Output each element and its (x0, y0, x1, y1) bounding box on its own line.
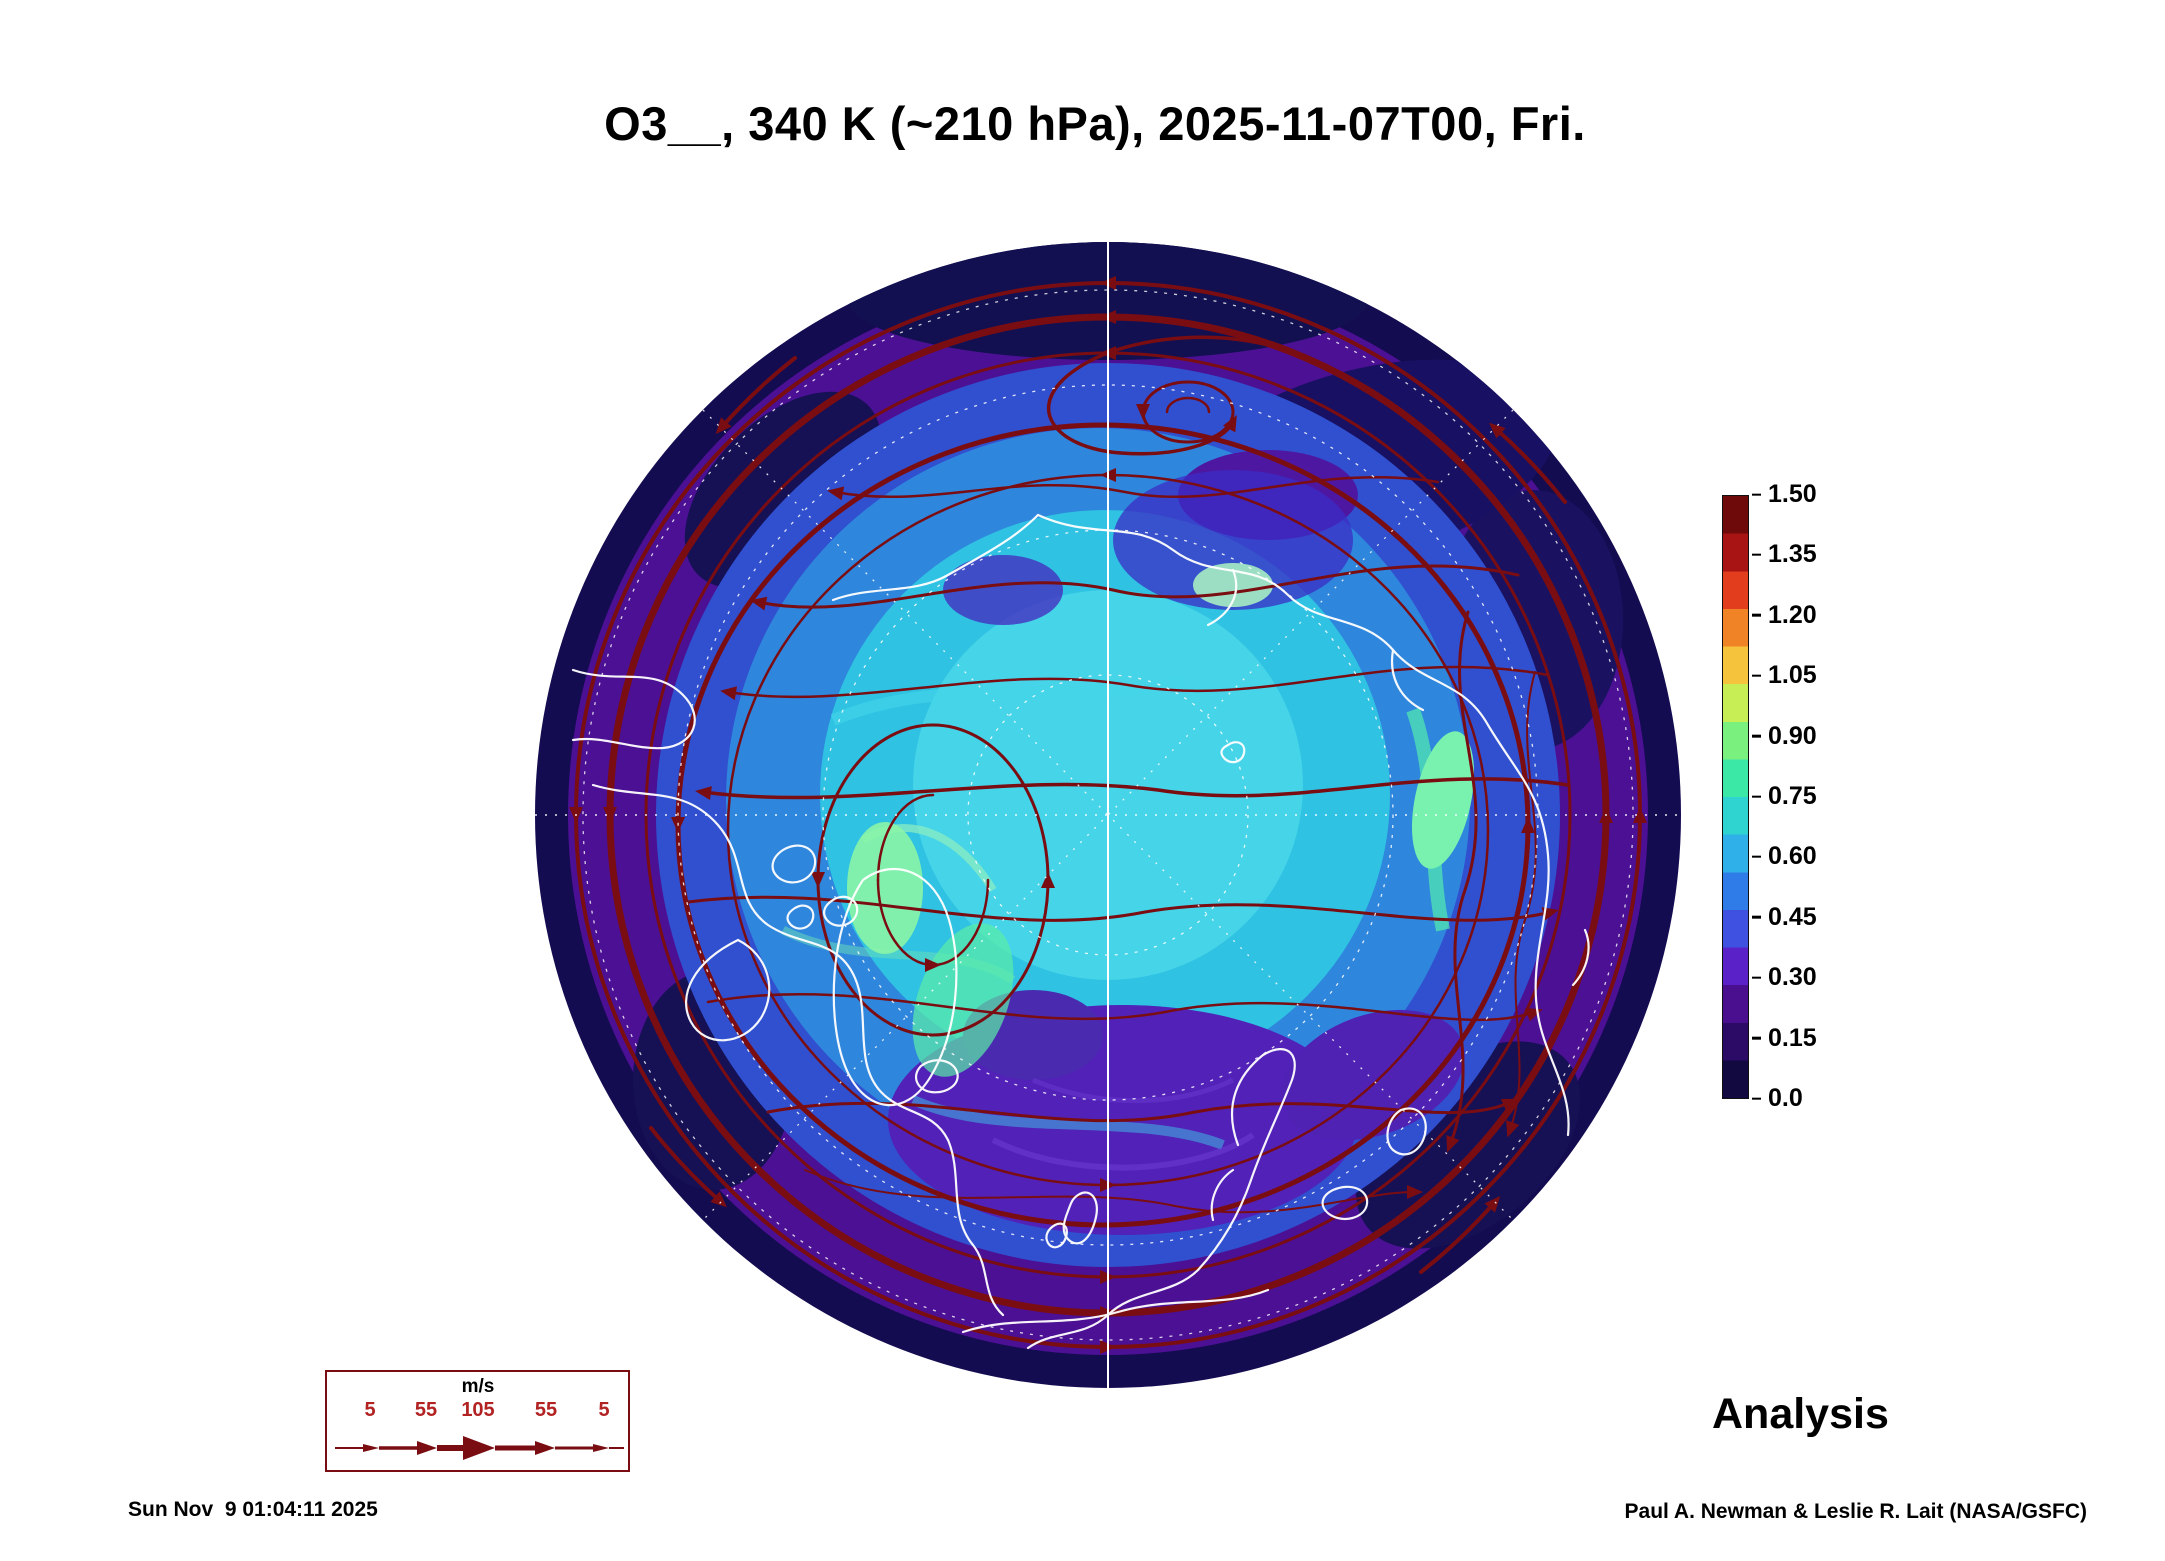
credit: Paul A. Newman & Leslie R. Lait (NASA/GS… (1624, 1500, 2087, 1523)
colorbar-label: 0.15 (1768, 1023, 1817, 1052)
timestamp: Sun Nov 9 01:04:11 2025 (128, 1498, 378, 1521)
colorbar-label: 1.50 (1768, 479, 1817, 508)
coastlines-layer (571, 513, 1590, 1350)
wind-legend-value: 55 (414, 1399, 438, 1421)
colorbar-label: 0.90 (1768, 721, 1817, 750)
wind-legend-value: 5 (364, 1399, 376, 1421)
colorbar-label: 1.35 (1768, 540, 1817, 569)
colorbar-label: 1.05 (1768, 661, 1817, 690)
colorbar-label: 0.75 (1768, 781, 1817, 810)
colorbar-label: 0.45 (1768, 902, 1817, 931)
colorbar: 1.50 1.35 1.20 1.05 0.90 0.75 0.60 0.45 … (1722, 480, 1892, 1112)
plot-title: O3__, 340 K (~210 hPa), 2025-11-07T00, F… (604, 97, 1586, 150)
wind-legend: m/s 5 55 105 55 5 (325, 1370, 630, 1472)
wind-legend-value: 5 (598, 1399, 610, 1421)
analysis-label: Analysis (1712, 1390, 1889, 1438)
colorbar-label: 0.60 (1768, 842, 1817, 871)
polar-map (535, 242, 1681, 1388)
colorbar-gradient (1722, 495, 1749, 1099)
wind-legend-value: 105 (461, 1399, 495, 1421)
colorbar-label: 0.30 (1768, 963, 1817, 992)
wind-legend-unit: m/s (461, 1376, 495, 1397)
wind-legend-value: 55 (534, 1399, 558, 1421)
wind-arrow-scale (335, 1436, 624, 1460)
colorbar-label: 1.20 (1768, 600, 1817, 629)
colorbar-label: 0.0 (1768, 1083, 1803, 1112)
